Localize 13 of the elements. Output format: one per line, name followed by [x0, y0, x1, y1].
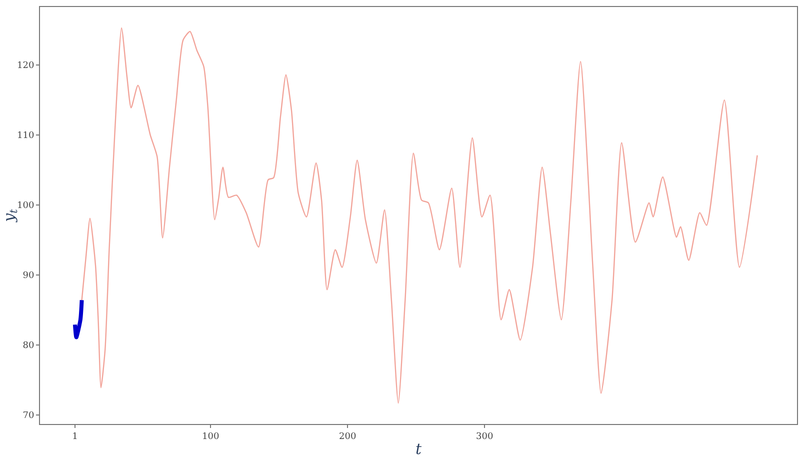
x-tick-label: 200	[339, 432, 356, 442]
y-tick-label: 100	[17, 201, 34, 212]
x-tick-label: 1	[72, 432, 78, 442]
x-tick-label: 300	[476, 432, 494, 442]
y-tick-label: 90	[22, 271, 34, 282]
y-tick-label: 80	[22, 341, 34, 352]
y-tick-label: 110	[17, 131, 34, 142]
x-tick-label: 100	[202, 432, 220, 442]
line-series	[81, 27, 758, 404]
y-tick-label: 120	[17, 61, 34, 72]
line-series	[72, 298, 84, 340]
x-axis-title: t	[415, 440, 422, 458]
y-tick-label: 70	[22, 411, 34, 422]
